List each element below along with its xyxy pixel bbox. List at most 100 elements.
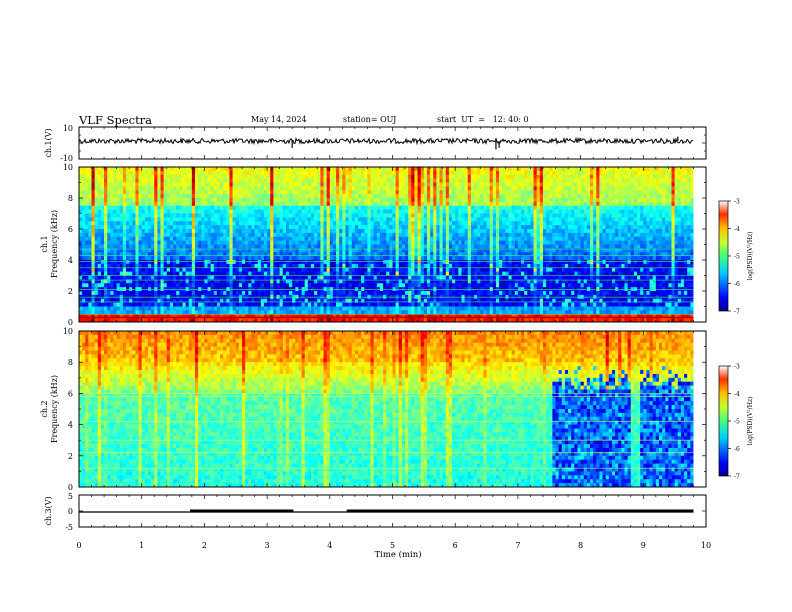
spectrogram-cell (163, 174, 168, 179)
spectrogram-cell (154, 221, 158, 226)
spectrogram-cell (361, 225, 365, 230)
spectrogram-cell (122, 182, 127, 187)
spectrogram-cell (179, 198, 183, 203)
spectrogram-cell (323, 229, 327, 234)
spectrogram-cell (182, 229, 186, 234)
spectrogram-cell (242, 306, 246, 311)
spectrogram-cell (216, 263, 221, 269)
spectrogram-cell (135, 170, 139, 176)
spectrogram-cell (423, 209, 428, 214)
spectrogram-cell (345, 225, 349, 230)
spectrogram-cell (147, 201, 152, 207)
spectrogram-cell (452, 252, 456, 257)
spectrogram-cell (94, 306, 99, 311)
spectrogram-cell (405, 167, 409, 172)
spectrogram-cell (285, 182, 290, 187)
spectrogram-cell (430, 252, 434, 257)
spectrogram-cell (401, 209, 406, 214)
spectrogram-cell (182, 225, 186, 230)
spectrogram-cell (354, 314, 359, 319)
spectrogram-cell (282, 217, 287, 222)
spectrogram-cell (395, 221, 400, 226)
spectrogram-cell (176, 178, 180, 183)
spectrogram-cell (455, 190, 459, 195)
spectrogram-cell (326, 302, 331, 307)
spectrogram-cell (232, 201, 237, 207)
spectrogram-cell (138, 174, 142, 179)
spectrogram-cell (289, 263, 293, 269)
spectrogram-cell (304, 302, 309, 307)
spectrogram-cell (113, 167, 117, 172)
spectrogram-cell (138, 283, 142, 288)
spectrogram-cell (157, 186, 161, 191)
spectrogram-cell (229, 182, 233, 187)
spectrogram-cell (364, 314, 368, 319)
spectrogram-cell (122, 275, 127, 280)
spectrogram-cell (135, 267, 139, 272)
spectrogram-cell (398, 252, 403, 257)
spectrogram-cell (107, 229, 111, 234)
spectrogram-cell (364, 302, 368, 307)
spectrogram-cell (370, 186, 374, 191)
spectrogram-cell (386, 310, 390, 315)
spectrogram-cell (169, 194, 174, 199)
spectrogram-cell (332, 283, 337, 288)
spectrogram-cell (282, 198, 287, 203)
spectrogram-cell (448, 260, 453, 265)
spectrogram-cell (245, 170, 249, 176)
spectrogram-cell (289, 240, 293, 245)
spectrogram-cell (426, 217, 431, 222)
spectrogram-cell (119, 178, 124, 183)
spectrogram-cell (220, 256, 224, 261)
spectrogram-cell (132, 298, 136, 303)
spectrogram-cell (395, 236, 400, 241)
spectrogram-cell (216, 267, 221, 272)
spectrogram-cell (188, 236, 193, 241)
spectrogram-cell (100, 236, 105, 241)
spectrogram-cell (401, 252, 406, 257)
spectrogram-cell (163, 318, 168, 323)
spectrogram-cell (373, 178, 378, 183)
spectrogram-cell (383, 275, 387, 280)
spectrogram-cell (317, 229, 321, 234)
spectrogram-cell (339, 279, 343, 284)
spectrogram-cell (179, 256, 183, 261)
spectrogram-cell (144, 167, 149, 172)
spectrogram-cell (151, 213, 155, 218)
spectrogram-cell (273, 225, 277, 230)
spectrogram-cell (323, 240, 327, 245)
spectrogram-cell (430, 256, 434, 261)
spectrogram-cell (379, 256, 384, 261)
spectrogram-cell (310, 256, 315, 261)
spectrogram-cell (213, 205, 218, 210)
spectrogram-cell (292, 318, 296, 323)
spectrogram-cell (94, 225, 99, 230)
spectrogram-cell (398, 283, 403, 288)
spectrogram-cell (270, 302, 274, 307)
spectrogram-cell (417, 232, 422, 238)
spectrogram-cell (370, 298, 374, 303)
spectrogram-cell (242, 198, 246, 203)
spectrogram-cell (210, 182, 215, 187)
spectrogram-cell (405, 209, 409, 214)
spectrogram-cell (389, 229, 393, 234)
spectrogram-cell (348, 178, 353, 183)
spectrogram-cell (273, 232, 277, 238)
spectrogram-cell (376, 201, 381, 207)
spectrogram-cell (97, 182, 102, 187)
spectrogram-cell (442, 236, 447, 241)
spectrogram-cell (320, 221, 324, 226)
spectrogram-cell (238, 209, 243, 214)
spectrogram-cell (185, 229, 190, 234)
spectrogram-cell (430, 232, 434, 238)
spectrogram-cell (273, 298, 277, 303)
spectrogram-cell (273, 260, 277, 265)
spectrogram-cell (91, 229, 95, 234)
spectrogram-cell (216, 213, 221, 218)
spectrogram-cell (430, 298, 434, 303)
spectrogram-cell (169, 167, 174, 172)
spectrogram-cell (389, 236, 393, 241)
spectrogram-cell (179, 229, 183, 234)
spectrogram-cell (207, 314, 211, 319)
spectrogram-cell (132, 267, 136, 272)
